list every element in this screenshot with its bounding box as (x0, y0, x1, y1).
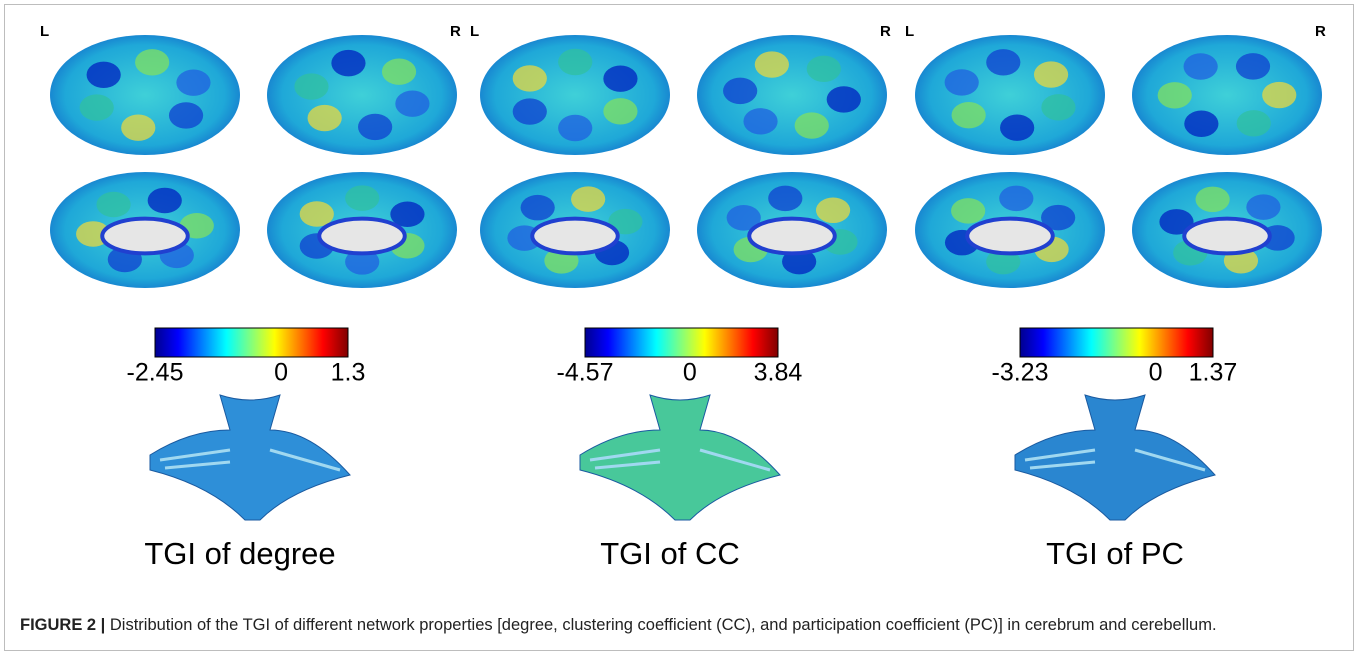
panel-title: TGI of PC (1046, 536, 1184, 571)
brain-region (755, 51, 789, 77)
brain-region (395, 91, 429, 117)
brain-region (382, 59, 416, 85)
brain-medial-wall (967, 219, 1053, 254)
colorbar-tick-label: 0 (683, 359, 697, 387)
caption: FIGURE 2 | Distribution of the TGI of di… (20, 616, 1217, 634)
figure: LR-2.4501.3TGI of degreeLR-4.5703.84TGI … (0, 0, 1358, 656)
brain-region (807, 56, 841, 82)
hemisphere-label: L (905, 23, 914, 40)
colorbar-tick-label: -2.45 (127, 359, 184, 387)
colorbar (155, 328, 348, 357)
brain-region (795, 112, 829, 138)
brain-medial-wall (319, 219, 405, 254)
caption-text: Distribution of the TGI of different net… (105, 616, 1216, 634)
brain-region (1041, 94, 1075, 120)
brain-region (558, 49, 592, 75)
colorbar (585, 328, 778, 357)
brain-medial-wall (749, 219, 835, 254)
hemisphere-label: R (450, 23, 461, 40)
brain-region (80, 94, 114, 120)
brain-region (571, 186, 605, 212)
brain-surface (267, 35, 457, 155)
brain-region (176, 69, 210, 95)
brain-region (513, 65, 547, 91)
brain-region (603, 66, 637, 92)
caption-label: FIGURE 2 | (20, 616, 105, 634)
panel-title: TGI of CC (600, 536, 740, 571)
brain-region (827, 86, 861, 112)
brain-region (1000, 114, 1034, 140)
brain-region (952, 102, 986, 128)
hemisphere-label: L (470, 23, 479, 40)
brain-region (345, 185, 379, 211)
colorbar-tick-label: 0 (1149, 359, 1163, 387)
panel-title: TGI of degree (144, 536, 335, 571)
brain-region (87, 62, 121, 88)
brain-region (1237, 110, 1271, 136)
colorbar-tick-label: -3.23 (992, 359, 1049, 387)
colorbar-tick-label: 0 (274, 359, 288, 387)
colorbar (1020, 328, 1213, 357)
brain-region (1158, 82, 1192, 108)
hemisphere-label: R (880, 23, 891, 40)
brain-region (945, 69, 979, 95)
brain-medial-wall (1184, 219, 1270, 254)
brain-region (951, 198, 985, 224)
brain-region (294, 73, 328, 99)
brain-region (999, 186, 1033, 212)
brain-region (603, 98, 637, 124)
colorbar-tick-label: 3.84 (754, 359, 803, 387)
colorbar-tick-label: -4.57 (557, 359, 614, 387)
brain-region (96, 192, 130, 218)
brain-region (1262, 82, 1296, 108)
brain-region (816, 198, 850, 224)
brain-medial-wall (532, 219, 618, 254)
brain-region (1196, 187, 1230, 213)
brain-region (768, 186, 802, 212)
brain-region (1184, 111, 1218, 137)
brain-medial-wall (102, 219, 188, 254)
brain-region (986, 49, 1020, 75)
brain-region (308, 105, 342, 131)
brain-region (1246, 194, 1280, 220)
brain-region (148, 188, 182, 214)
brain-region (558, 115, 592, 141)
hemisphere-label: R (1315, 23, 1326, 40)
brain-region (1184, 53, 1218, 79)
hemisphere-label: L (40, 23, 49, 40)
brain-region (331, 50, 365, 76)
colorbar-tick-label: 1.3 (331, 359, 366, 387)
brain-region (169, 102, 203, 128)
brain-region (723, 78, 757, 104)
brain-region (358, 114, 392, 140)
brain-region (1034, 61, 1068, 87)
brain-region (513, 98, 547, 124)
colorbar-tick-label: 1.37 (1189, 359, 1238, 387)
brain-region (121, 115, 155, 141)
brain-region (521, 195, 555, 221)
brain-region (1236, 53, 1270, 79)
brain-region (743, 108, 777, 134)
brain-region (135, 49, 169, 75)
